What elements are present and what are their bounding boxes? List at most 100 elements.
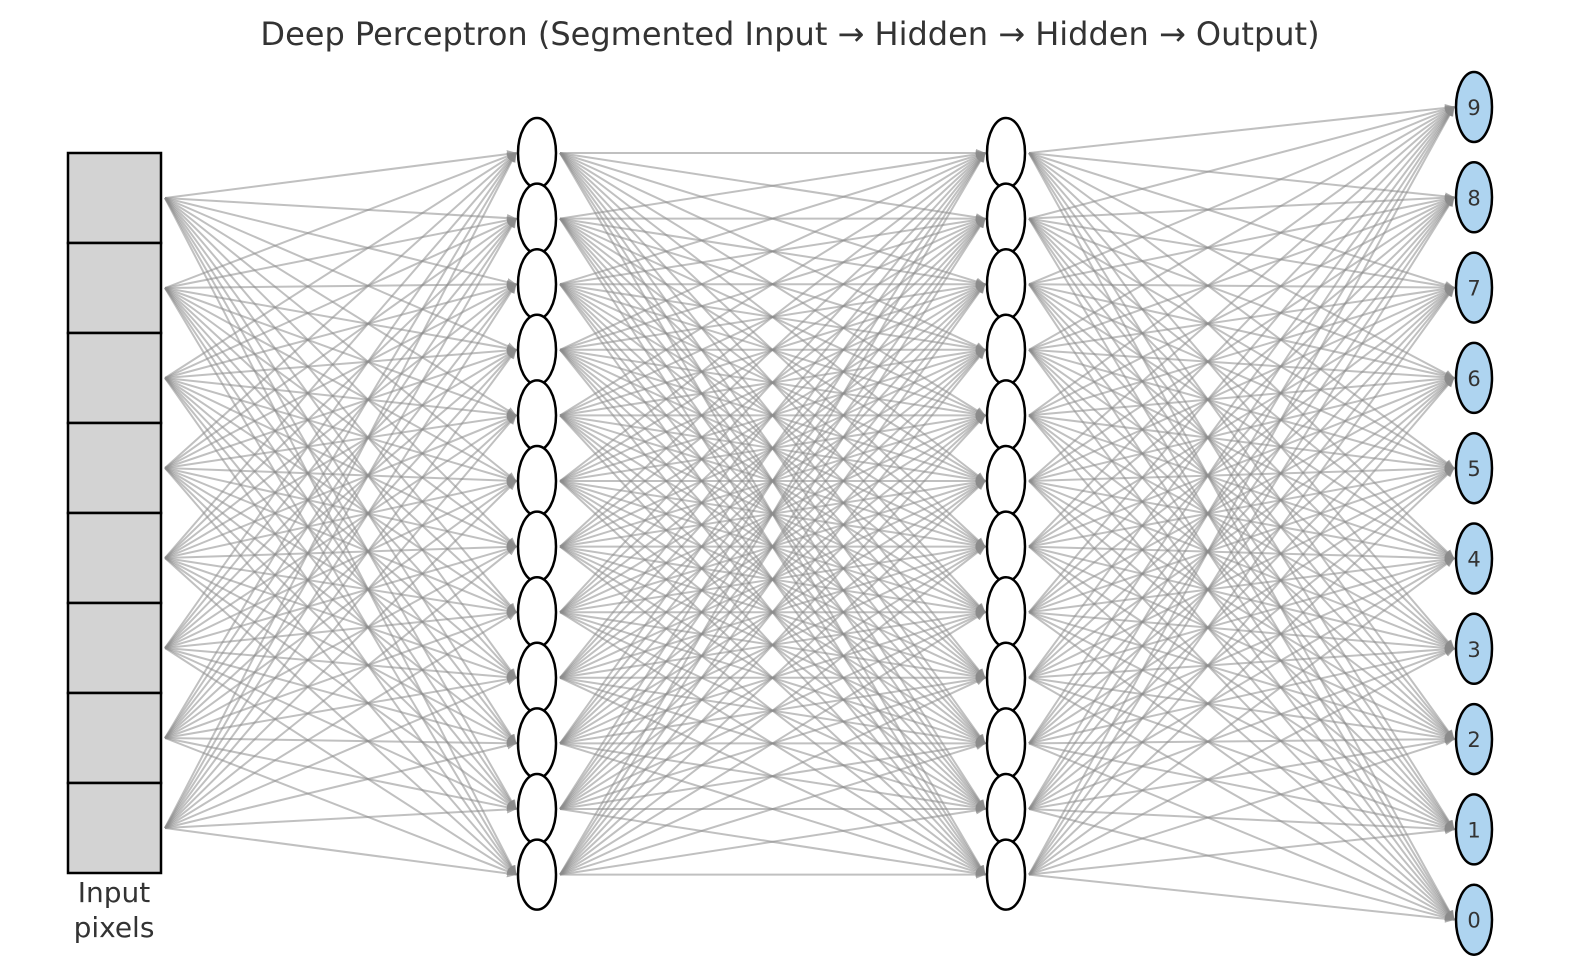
- connection-hidden2-output: [1028, 480, 1455, 650]
- connection-hidden2-output: [1028, 414, 1455, 921]
- connection-hidden2-output: [1028, 467, 1455, 614]
- connection-hidden2-output: [1028, 467, 1455, 810]
- connection-input-hidden1: [164, 197, 517, 286]
- connection-hidden2-output: [1028, 464, 1455, 482]
- connection-hidden2-output: [1028, 676, 1455, 921]
- connection-input-hidden1: [164, 377, 517, 548]
- output-neuron-label: 2: [1467, 728, 1480, 752]
- connection-input-hidden1: [164, 283, 517, 469]
- connection-input-hidden1: [164, 287, 517, 876]
- connection-hidden2-output: [1028, 348, 1455, 650]
- connection-hidden1-hidden2: [559, 152, 986, 810]
- connection-hidden2-output: [1028, 557, 1455, 745]
- connection-hidden1-hidden2: [559, 152, 986, 548]
- input-segment: [66, 151, 163, 245]
- connection-input-hidden1: [164, 545, 517, 829]
- connection-hidden2-output: [1028, 377, 1455, 679]
- connection-hidden2-output: [1028, 349, 1455, 740]
- input-segment: [66, 241, 163, 335]
- hidden-neuron: [985, 182, 1027, 255]
- connection-hidden2-output: [1028, 465, 1455, 548]
- connection-input-hidden1: [164, 611, 517, 829]
- connection-hidden2-output: [1028, 826, 1455, 876]
- connection-input-hidden1: [164, 197, 517, 679]
- hidden-neuron: [985, 707, 1027, 780]
- connection-hidden2-output: [1028, 196, 1455, 810]
- hidden-neuron: [985, 313, 1027, 387]
- connection-input-hidden1: [164, 467, 517, 679]
- connection-input-hidden1: [164, 348, 517, 469]
- connection-hidden2-output: [1028, 742, 1455, 921]
- connection-input-hidden1: [164, 557, 517, 876]
- connection-hidden2-output: [1028, 611, 1455, 653]
- connection-hidden2-output: [1028, 480, 1455, 561]
- connection-hidden2-output: [1028, 105, 1455, 220]
- connection-input-hidden1: [164, 480, 517, 829]
- connection-hidden2-output: [1028, 611, 1455, 921]
- output-neuron: [1454, 341, 1494, 415]
- connection-hidden2-output: [1028, 152, 1455, 560]
- connection-hidden2-output: [1028, 283, 1455, 740]
- connection-hidden2-output: [1028, 611, 1455, 831]
- connection-input-hidden1: [164, 349, 517, 739]
- output-neuron-label: 5: [1467, 457, 1480, 481]
- connection-hidden2-output: [1028, 283, 1455, 831]
- connection-hidden2-output: [1028, 103, 1455, 154]
- connection-hidden2-output: [1028, 286, 1455, 876]
- connection-input-hidden1: [164, 377, 517, 810]
- connection-hidden2-output: [1028, 283, 1455, 292]
- input-label-line2: pixels: [74, 911, 155, 944]
- connection-input-hidden1: [164, 217, 517, 649]
- connection-hidden1-hidden2: [559, 349, 986, 876]
- connection-hidden2-output: [1028, 286, 1455, 613]
- connection-hidden2-output: [1028, 735, 1455, 745]
- connection-input-hidden1: [164, 346, 517, 379]
- connection-hidden2-output: [1028, 218, 1455, 921]
- connection-input-hidden1: [164, 467, 517, 745]
- connection-hidden2-output: [1028, 152, 1455, 650]
- output-neuron-label: 3: [1467, 638, 1480, 662]
- connection-input-hidden1: [164, 152, 517, 739]
- connection-hidden2-output: [1028, 808, 1455, 922]
- connection-hidden2-output: [1028, 349, 1455, 921]
- connection-hidden1-hidden2: [559, 150, 986, 220]
- connection-input-hidden1: [164, 283, 517, 649]
- connection-input-hidden1: [164, 377, 517, 614]
- connection-hidden2-output: [1028, 218, 1455, 831]
- connection-input-hidden1: [164, 197, 517, 548]
- connection-hidden2-output: [1028, 286, 1455, 482]
- connection-input-hidden1: [164, 197, 517, 351]
- hidden-neuron: [985, 772, 1027, 846]
- hidden-neuron: [516, 444, 558, 518]
- connection-hidden2-output: [1028, 217, 1455, 470]
- connection-hidden2-output: [1028, 645, 1455, 679]
- connection-hidden2-output: [1028, 545, 1455, 563]
- connection-input-hidden1: [164, 545, 517, 739]
- connection-input-hidden1: [164, 647, 517, 810]
- hidden-layer-1: [516, 116, 558, 911]
- hidden-neuron: [985, 838, 1027, 911]
- connection-hidden1-hidden2: [559, 152, 986, 417]
- connection-hidden1-hidden2: [559, 283, 986, 876]
- input-segment: [66, 511, 163, 605]
- hidden-neuron: [516, 182, 558, 255]
- output-neuron-label: 1: [1467, 818, 1480, 842]
- connection-input-hidden1: [164, 545, 517, 649]
- output-neuron: [1454, 70, 1494, 144]
- connection-hidden2-output: [1028, 217, 1455, 650]
- connection-input-hidden1: [164, 287, 517, 417]
- connection-hidden2-output: [1028, 106, 1455, 613]
- connection-hidden2-output: [1028, 106, 1455, 482]
- connection-hidden1-hidden2: [559, 152, 986, 482]
- hidden-neuron: [516, 379, 558, 452]
- connection-input-hidden1: [164, 287, 517, 679]
- connection-hidden2-output: [1028, 286, 1455, 548]
- output-neuron: [1454, 161, 1494, 234]
- connection-hidden2-output: [1028, 557, 1455, 876]
- connection-hidden1-hidden2: [559, 545, 986, 876]
- connection-hidden2-output: [1028, 414, 1455, 831]
- connection-input-hidden1: [164, 467, 517, 876]
- connection-hidden2-output: [1028, 152, 1455, 470]
- connection-hidden1-hidden2: [559, 806, 986, 876]
- connection-hidden1-hidden2: [559, 152, 986, 679]
